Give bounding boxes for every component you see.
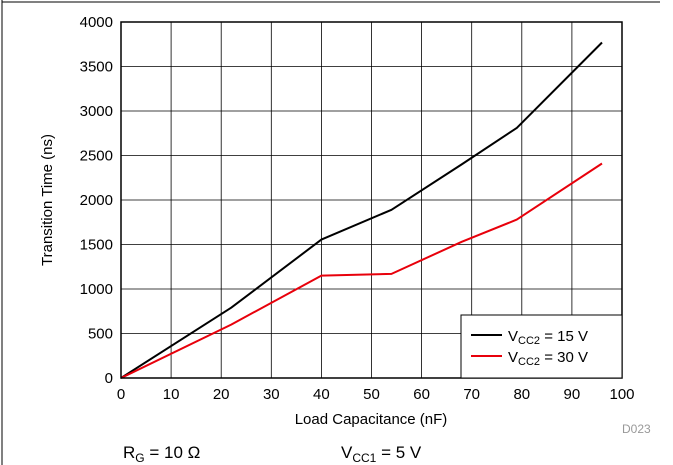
y-tick-labels: 0 500 1000 1500 2000 2500 3000 3500 4000	[80, 14, 113, 387]
x-axis-label: Load Capacitance (nF)	[295, 411, 448, 428]
legend-box	[460, 314, 623, 379]
y-tick-label: 2000	[80, 192, 113, 209]
legend-label-30v: VCC2 = 30 V	[508, 349, 588, 368]
y-tick-label: 3500	[80, 59, 113, 76]
x-tick-labels: 0 10 20 30 40 50 60 70 80 90 100	[117, 386, 635, 403]
x-tick-label: 20	[213, 386, 230, 403]
y-tick-label: 500	[88, 326, 113, 343]
figure-id: D023	[622, 422, 651, 436]
x-tick-label: 0	[117, 386, 125, 403]
y-tick-label: 2500	[80, 148, 113, 165]
x-tick-label: 30	[263, 386, 280, 403]
y-tick-label: 4000	[80, 14, 113, 31]
x-tick-label: 60	[413, 386, 430, 403]
y-tick-label: 1000	[80, 281, 113, 298]
y-axis-label: Transition Time (ns)	[39, 134, 56, 266]
plot-area-border	[120, 21, 623, 379]
x-tick-label: 40	[313, 386, 330, 403]
y-tick-label: 3000	[80, 103, 113, 120]
legend-label-15v: VCC2 = 15 V	[508, 328, 588, 347]
series-layer	[120, 41, 603, 379]
x-tick-label: 70	[463, 386, 480, 403]
series-line-1	[120, 162, 603, 379]
chart-legend: VCC2 = 15 V VCC2 = 30 V	[460, 314, 623, 379]
y-tick-label: 1500	[80, 237, 113, 254]
footer-vcc1-condition: VCC1 = 5 V	[341, 443, 422, 465]
line-chart: 0 10 20 30 40 50 60 70 80 90 100 0 500 1000 1500 2000 2…	[39, 14, 635, 428]
footer-rg-condition: RG = 10 Ω	[123, 443, 200, 465]
series-line-0	[120, 41, 603, 379]
x-tick-label: 80	[513, 386, 530, 403]
x-tick-label: 100	[609, 386, 634, 403]
x-tick-label: 90	[564, 386, 581, 403]
y-tick-label: 0	[105, 370, 113, 387]
x-tick-label: 50	[363, 386, 380, 403]
x-tick-label: 10	[163, 386, 180, 403]
